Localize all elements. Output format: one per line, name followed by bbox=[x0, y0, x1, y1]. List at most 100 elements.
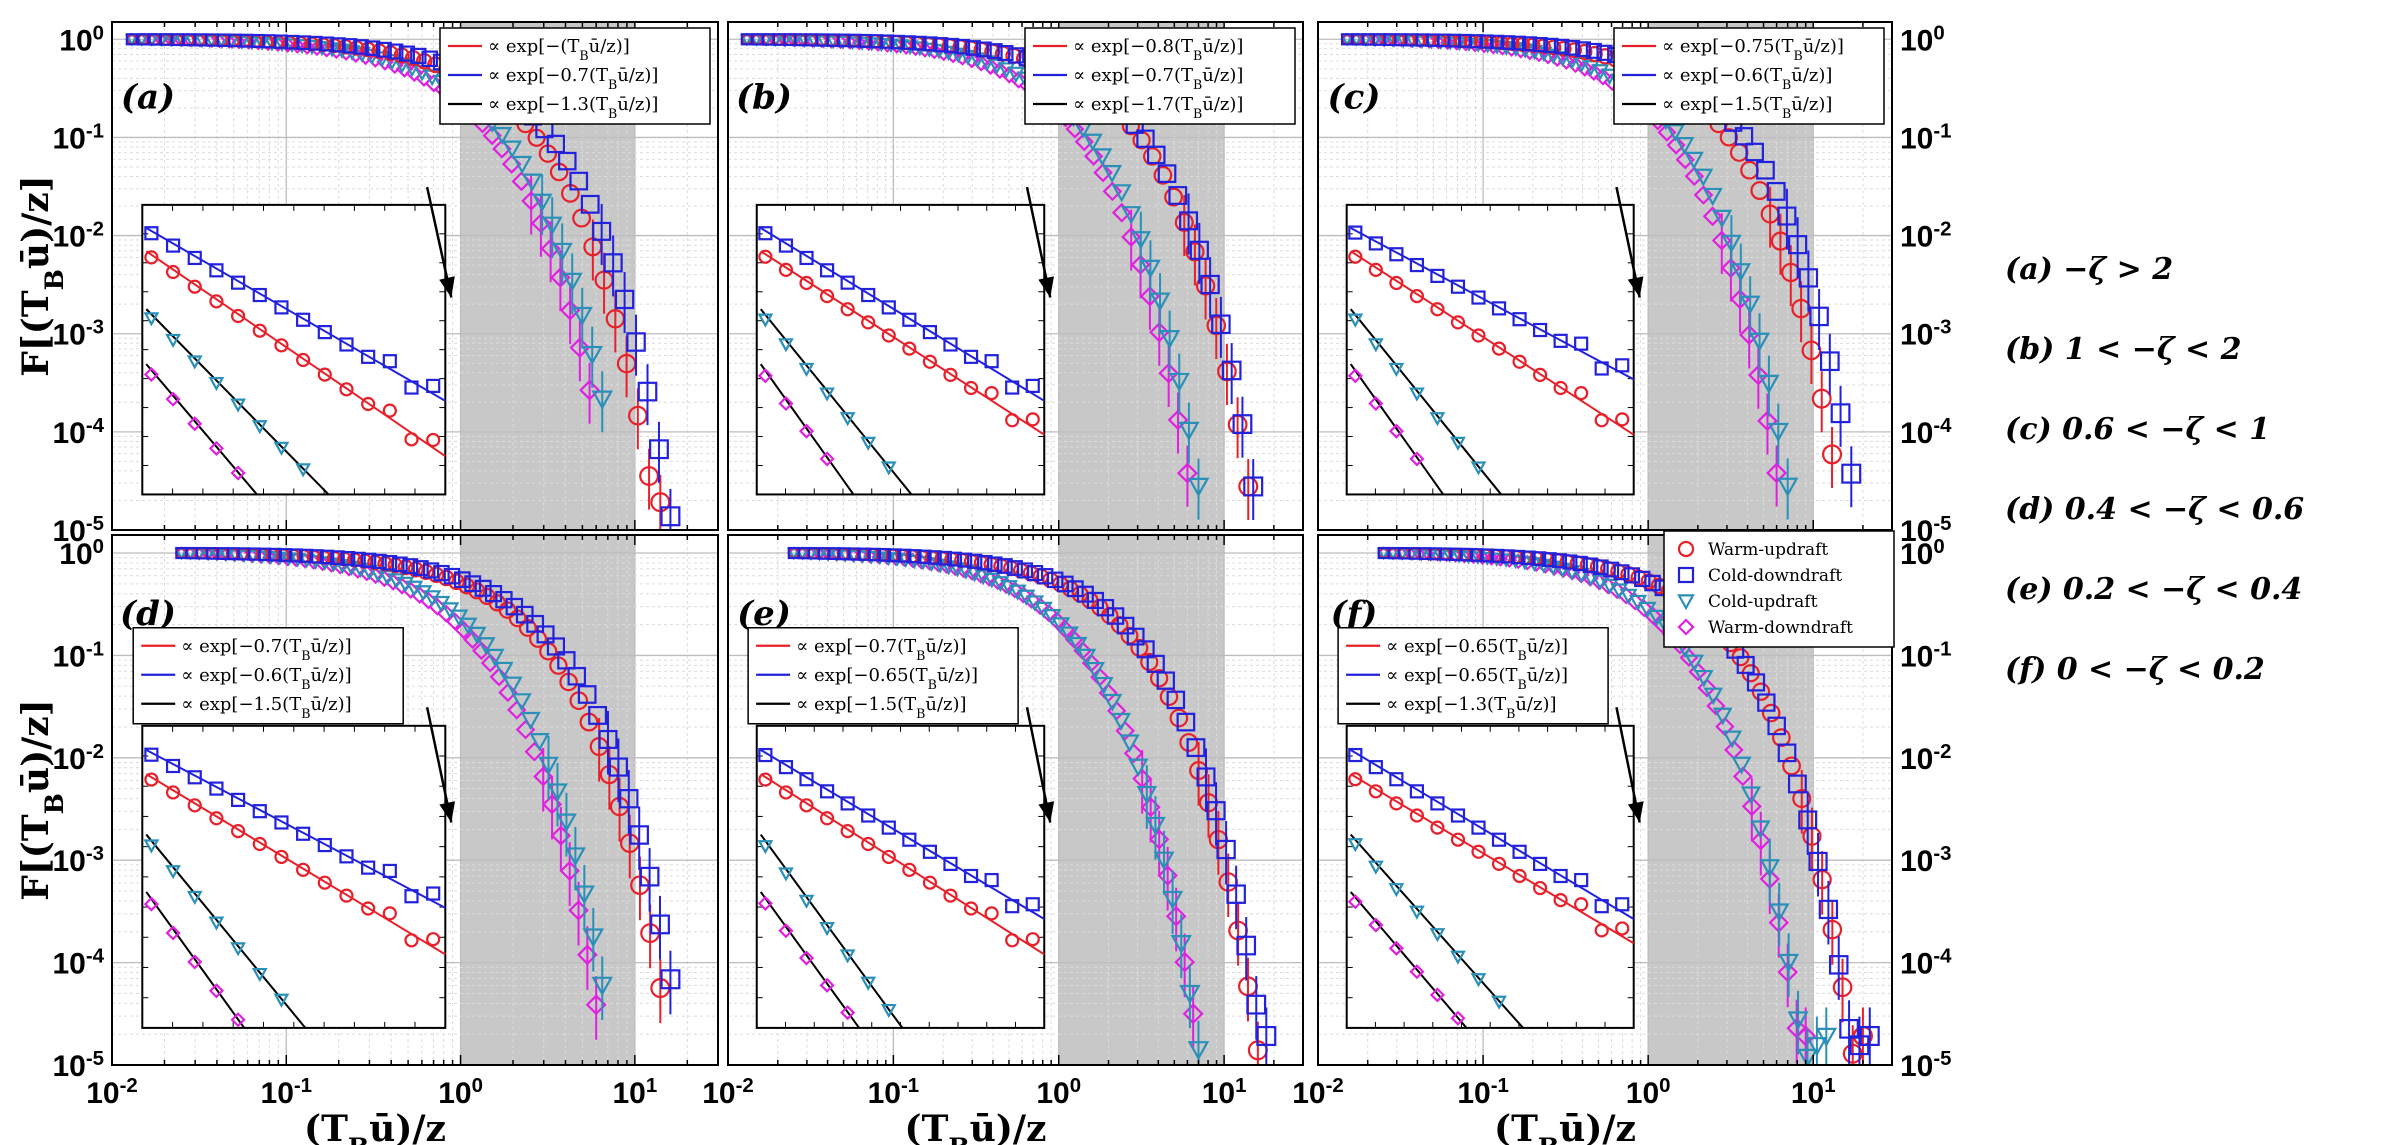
cold-downdraft-point bbox=[897, 548, 912, 563]
cold-downdraft-point bbox=[1582, 557, 1599, 574]
warm-downdraft-point bbox=[1084, 146, 1104, 166]
cold-updraft-point bbox=[778, 338, 794, 353]
cold-downdraft-point bbox=[404, 889, 419, 904]
warm-updraft-point bbox=[187, 798, 202, 813]
cold-updraft-point bbox=[1121, 206, 1142, 225]
cold-downdraft-point bbox=[933, 37, 949, 53]
warm-downdraft-point bbox=[1474, 550, 1490, 565]
warm-updraft-point bbox=[296, 862, 311, 877]
warm-updraft-point bbox=[963, 901, 979, 916]
x-tick-label: 100 bbox=[1626, 1075, 1671, 1110]
cold-downdraft-point bbox=[278, 548, 293, 562]
inset-series-warm-updraft bbox=[1348, 249, 1630, 428]
warm-downdraft-point bbox=[1688, 662, 1708, 682]
y-tick-label: 10-4 bbox=[1900, 946, 1952, 981]
cold-downdraft-point bbox=[1106, 607, 1125, 625]
panel-label: (b) bbox=[736, 77, 792, 117]
cold-updraft-point bbox=[521, 173, 543, 192]
cold-downdraft-point bbox=[984, 872, 999, 888]
warm-updraft-point bbox=[861, 315, 876, 330]
cold-downdraft-point bbox=[1489, 34, 1505, 50]
cold-updraft-point bbox=[492, 126, 513, 145]
cold-updraft-point bbox=[165, 865, 181, 880]
cold-updraft-point bbox=[1750, 820, 1771, 839]
warm-updraft-point bbox=[758, 772, 773, 787]
cold-updraft-point bbox=[835, 35, 851, 50]
warm-downdraft-point bbox=[1702, 206, 1723, 227]
cold-downdraft-point bbox=[1736, 655, 1755, 674]
cold-updraft-point bbox=[1647, 609, 1667, 627]
inset-fit-line bbox=[759, 833, 904, 1029]
warm-updraft-point bbox=[1348, 772, 1363, 787]
zoom-arrow-head bbox=[439, 276, 455, 298]
cold-downdraft-point bbox=[1136, 640, 1155, 659]
cold-downdraft-point bbox=[1056, 575, 1074, 593]
warm-updraft-point bbox=[230, 824, 246, 839]
cold-updraft-point bbox=[208, 916, 225, 931]
warm-downdraft-point bbox=[187, 416, 203, 432]
warm-updraft-point bbox=[1553, 893, 1568, 908]
cold-downdraft-point bbox=[1575, 41, 1592, 58]
cold-downdraft-point bbox=[299, 548, 314, 563]
cold-downdraft-point bbox=[957, 552, 973, 568]
warm-downdraft-point bbox=[1666, 135, 1686, 155]
warm-updraft-point bbox=[382, 906, 397, 921]
y-tick-label: 10-1 bbox=[1900, 638, 1952, 673]
zoom-arrow-head bbox=[1038, 276, 1054, 298]
cold-downdraft-point bbox=[922, 36, 938, 52]
inset-fit-line bbox=[1350, 773, 1635, 945]
cold-downdraft-point bbox=[987, 556, 1003, 572]
cold-downdraft-point bbox=[1468, 34, 1483, 49]
panel-f: (f)∝ exp[−0.65(TBū/z)]∝ exp[−0.65(TBū/z)… bbox=[1292, 534, 1952, 1145]
cold-downdraft-point bbox=[484, 585, 503, 603]
cold-downdraft-point bbox=[1025, 378, 1040, 394]
warm-downdraft-point bbox=[299, 38, 316, 55]
cold-updraft-point bbox=[839, 949, 856, 964]
fit-legend-entry: ∝ exp[−0.7(TBū/z)] bbox=[1073, 65, 1243, 92]
warm-updraft-point bbox=[1140, 652, 1159, 672]
cold-downdraft-point bbox=[1480, 548, 1495, 563]
warm-updraft-point bbox=[1512, 868, 1527, 884]
warm-downdraft-point bbox=[208, 983, 224, 999]
zoom-arrow-head bbox=[1627, 276, 1644, 298]
cold-downdraft-point bbox=[558, 151, 577, 171]
cold-updraft-point bbox=[1665, 124, 1685, 142]
inset-series-cold-updraft bbox=[757, 840, 897, 1019]
cold-downdraft-point bbox=[443, 567, 461, 585]
warm-downdraft-point bbox=[1388, 940, 1404, 956]
warm-updraft-point bbox=[317, 367, 332, 382]
cold-downdraft-point bbox=[1007, 560, 1023, 576]
warm-updraft-point bbox=[1491, 856, 1507, 871]
inset-series-cold-downdraft bbox=[144, 747, 441, 904]
warm-updraft-point bbox=[1005, 933, 1020, 948]
warm-updraft-point bbox=[252, 836, 267, 852]
warm-updraft-point bbox=[1169, 708, 1189, 728]
warm-downdraft-point bbox=[1093, 162, 1113, 183]
cold-downdraft-point bbox=[877, 548, 892, 562]
cold-downdraft-point bbox=[901, 35, 916, 50]
cold-downdraft-point bbox=[1553, 333, 1568, 348]
cold-downdraft-point bbox=[1166, 690, 1186, 710]
cold-updraft-point bbox=[1677, 594, 1695, 611]
warm-downdraft-point bbox=[230, 465, 246, 481]
warm-updraft-point bbox=[230, 308, 246, 324]
warm-downdraft-point bbox=[1566, 55, 1585, 74]
cold-downdraft-point bbox=[943, 37, 960, 54]
y-tick-label: 10-5 bbox=[1900, 513, 1952, 548]
cold-downdraft-point bbox=[1623, 567, 1640, 584]
cold-downdraft-point bbox=[937, 550, 952, 566]
inset-fit-line bbox=[1350, 250, 1635, 436]
cold-updraft-point bbox=[476, 637, 496, 655]
cold-downdraft-point bbox=[361, 860, 376, 875]
cold-downdraft-point bbox=[1156, 671, 1175, 690]
warm-updraft-point bbox=[296, 352, 311, 368]
cold-downdraft-point bbox=[1471, 820, 1486, 835]
warm-downdraft-point bbox=[1429, 987, 1445, 1003]
cold-downdraft-point bbox=[230, 275, 246, 290]
cold-downdraft-point bbox=[577, 685, 597, 704]
x-tick-label: 100 bbox=[1036, 1075, 1081, 1110]
warm-downdraft-point bbox=[1065, 119, 1085, 139]
cold-downdraft-point bbox=[1157, 164, 1177, 184]
warm-downdraft-point bbox=[472, 641, 491, 661]
cold-downdraft-point bbox=[922, 844, 938, 859]
